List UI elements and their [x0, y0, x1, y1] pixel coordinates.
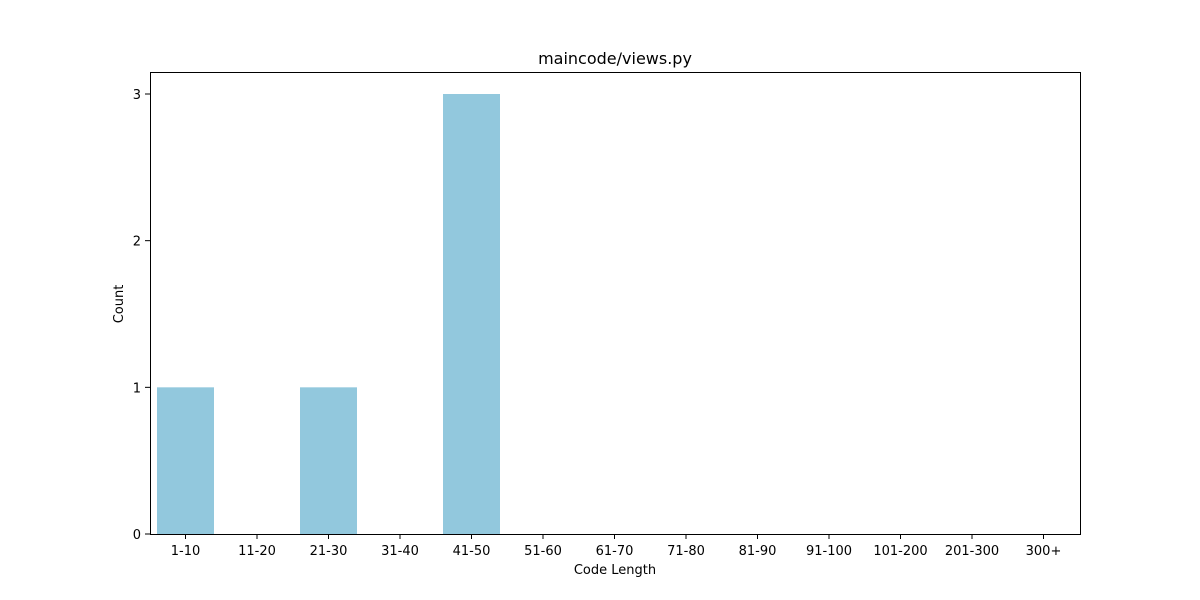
y-tick-label: 2 [133, 235, 141, 250]
x-tick-label: 101-200 [873, 544, 927, 559]
x-tick-label: 21-30 [310, 544, 348, 559]
y-tick-label: 0 [133, 528, 141, 543]
y-tick-label: 1 [133, 381, 141, 396]
y-tick-label: 3 [133, 88, 141, 103]
x-tick-label: 51-60 [524, 544, 562, 559]
x-tick-label: 300+ [1026, 544, 1062, 559]
x-tick-label: 61-70 [596, 544, 634, 559]
y-axis-label: Count [112, 285, 127, 324]
x-tick-label: 1-10 [171, 544, 201, 559]
x-tick-label: 71-80 [667, 544, 705, 559]
x-axis-label: Code Length [574, 563, 656, 578]
bars-group [157, 94, 500, 534]
bar-41-50 [443, 94, 500, 534]
x-tick-label: 41-50 [453, 544, 491, 559]
bar-1-10 [157, 387, 214, 534]
x-axis-ticks: 1-10 11-20 21-30 31-40 41-50 51-60 61-70 71-80 8… [171, 534, 1062, 559]
bar-21-30 [300, 387, 357, 534]
x-tick-label: 201-300 [945, 544, 999, 559]
plot-frame [150, 72, 1081, 535]
x-tick-label: 91-100 [806, 544, 852, 559]
x-tick-label: 11-20 [238, 544, 276, 559]
x-tick-label: 31-40 [381, 544, 419, 559]
y-axis-ticks: 0 1 2 3 [133, 88, 150, 543]
chart-title: maincode/views.py [538, 49, 692, 68]
x-tick-label: 81-90 [739, 544, 777, 559]
